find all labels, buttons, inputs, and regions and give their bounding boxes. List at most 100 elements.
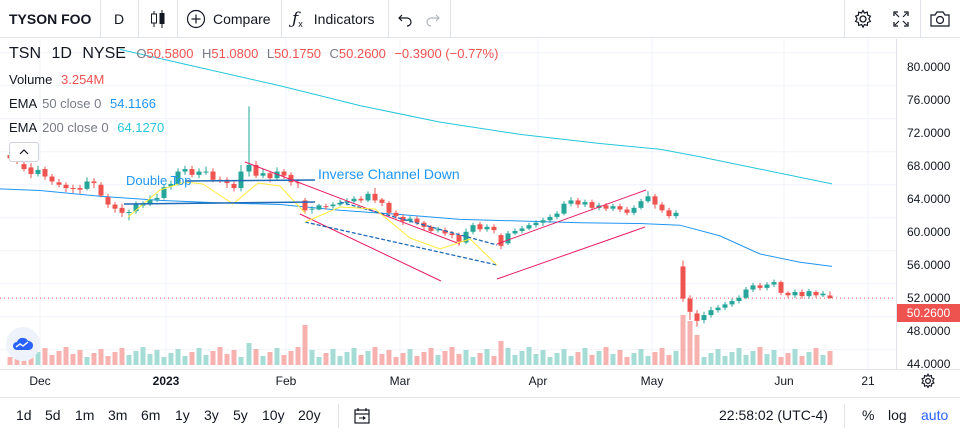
auto-scale-toggle[interactable]: auto: [921, 407, 949, 423]
volume-bar: [224, 354, 230, 365]
low-value: 50.1750: [274, 46, 322, 61]
volume-bar: [659, 348, 665, 365]
candle-body: [512, 230, 518, 234]
gear-icon: [854, 9, 872, 29]
range-button-20y[interactable]: 20y: [298, 407, 321, 423]
settings-button[interactable]: [853, 0, 873, 38]
volume-bar: [533, 354, 539, 365]
candle-body: [659, 204, 665, 211]
double-top-label: Double Top: [126, 173, 192, 188]
time-tick: Mar: [389, 374, 411, 388]
candle-body: [708, 310, 714, 316]
candle-body: [21, 164, 27, 170]
range-button-5y[interactable]: 5y: [233, 407, 248, 423]
goto-date-button[interactable]: [353, 407, 371, 430]
toolbar-divider: [450, 0, 451, 38]
volume-legend[interactable]: Volume 3.254M: [9, 72, 104, 87]
ema50-legend[interactable]: EMA 50 close 0 54.1166: [9, 96, 156, 111]
candle-body: [295, 182, 301, 184]
candle-body: [498, 235, 504, 246]
volume-bar: [372, 347, 378, 365]
percent-scale-toggle[interactable]: %: [862, 407, 875, 423]
volume-bar: [687, 321, 693, 365]
candle-body: [470, 225, 476, 232]
candle-body: [119, 207, 125, 213]
ema200-legend[interactable]: EMA 200 close 0 64.1270: [9, 120, 164, 135]
symbol-search-button[interactable]: TYSON FOO: [9, 11, 92, 27]
range-button-5d[interactable]: 5d: [45, 407, 61, 423]
volume-bar: [56, 351, 62, 365]
candle-body: [554, 213, 560, 217]
candle-body: [63, 184, 69, 189]
candle-body: [337, 202, 343, 205]
volume-bar: [119, 348, 125, 365]
candle-body: [70, 188, 76, 190]
range-button-3y[interactable]: 3y: [204, 407, 219, 423]
range-button-1y[interactable]: 1y: [175, 407, 190, 423]
time-tick: 2023: [152, 374, 180, 388]
candle-body: [91, 181, 97, 184]
ema200-line: [119, 48, 833, 185]
candle-body: [344, 201, 350, 203]
redo-icon: [426, 14, 440, 27]
price-tick: 76.0000: [907, 93, 951, 107]
interval-button[interactable]: D: [114, 11, 125, 27]
volume-bar: [575, 352, 581, 365]
legend-collapse-button[interactable]: [9, 142, 39, 162]
undo-button[interactable]: [397, 0, 413, 38]
volume-bar: [154, 350, 160, 365]
time-tick: Dec: [29, 374, 51, 388]
volume-bar: [288, 351, 294, 365]
candle-body: [379, 199, 385, 203]
volume-bar: [168, 353, 174, 365]
volume-bar: [281, 355, 287, 365]
price-axis[interactable]: 80.0000 76.0000 72.0000 68.0000 64.0000 …: [896, 39, 960, 371]
candle-body: [813, 292, 819, 296]
legend-interval: 1D: [51, 45, 72, 62]
candle-body: [540, 220, 546, 223]
volume-bar: [98, 349, 104, 365]
candle-body: [645, 196, 651, 202]
snapshot-button[interactable]: [929, 0, 951, 38]
candle-body: [267, 173, 273, 179]
ema-lines: [0, 48, 833, 267]
volume-bar: [785, 353, 791, 365]
volume-bar: [470, 357, 476, 365]
volume-bar: [491, 356, 497, 365]
range-button-1m[interactable]: 1m: [75, 407, 95, 423]
redo-button[interactable]: [425, 0, 441, 38]
candle-body: [785, 292, 791, 296]
volume-bar: [337, 356, 343, 365]
candle-body: [666, 210, 672, 217]
time-axis[interactable]: Dec 2023 Feb Mar Apr May Jun 21: [0, 369, 960, 394]
tradingview-logo-button[interactable]: [6, 327, 40, 361]
compare-button[interactable]: Compare: [186, 0, 271, 38]
gear-icon: [921, 373, 935, 389]
volume-bar: [589, 355, 595, 365]
volume-bar: [645, 356, 651, 365]
toolbar-divider: [920, 0, 921, 38]
undo-icon: [398, 14, 412, 27]
price-chart[interactable]: Double Top Inverse Channel Down: [0, 39, 896, 369]
fullscreen-button[interactable]: [892, 0, 910, 38]
range-button-1d[interactable]: 1d: [16, 407, 32, 423]
chart-style-button[interactable]: [149, 0, 167, 38]
change-value: −0.3900 (−0.77%): [394, 46, 499, 61]
range-button-6m[interactable]: 6m: [141, 407, 161, 423]
volume-bar: [484, 349, 490, 365]
clock-timezone-button[interactable]: 22:58:02 (UTC-4): [719, 407, 828, 423]
candle-body: [778, 282, 784, 293]
range-button-3m[interactable]: 3m: [108, 407, 128, 423]
candle-body: [729, 301, 735, 305]
candle-body: [519, 228, 525, 231]
candle-body: [638, 201, 644, 208]
axis-settings-button[interactable]: [920, 373, 936, 394]
volume-bar: [253, 349, 259, 365]
volume-bar: [133, 351, 139, 365]
chart-pane[interactable]: Double Top Inverse Channel Down: [0, 39, 896, 369]
log-scale-toggle[interactable]: log: [888, 407, 907, 423]
range-button-10y[interactable]: 10y: [262, 407, 285, 423]
volume-bar: [778, 357, 784, 365]
candle-body: [701, 315, 707, 321]
